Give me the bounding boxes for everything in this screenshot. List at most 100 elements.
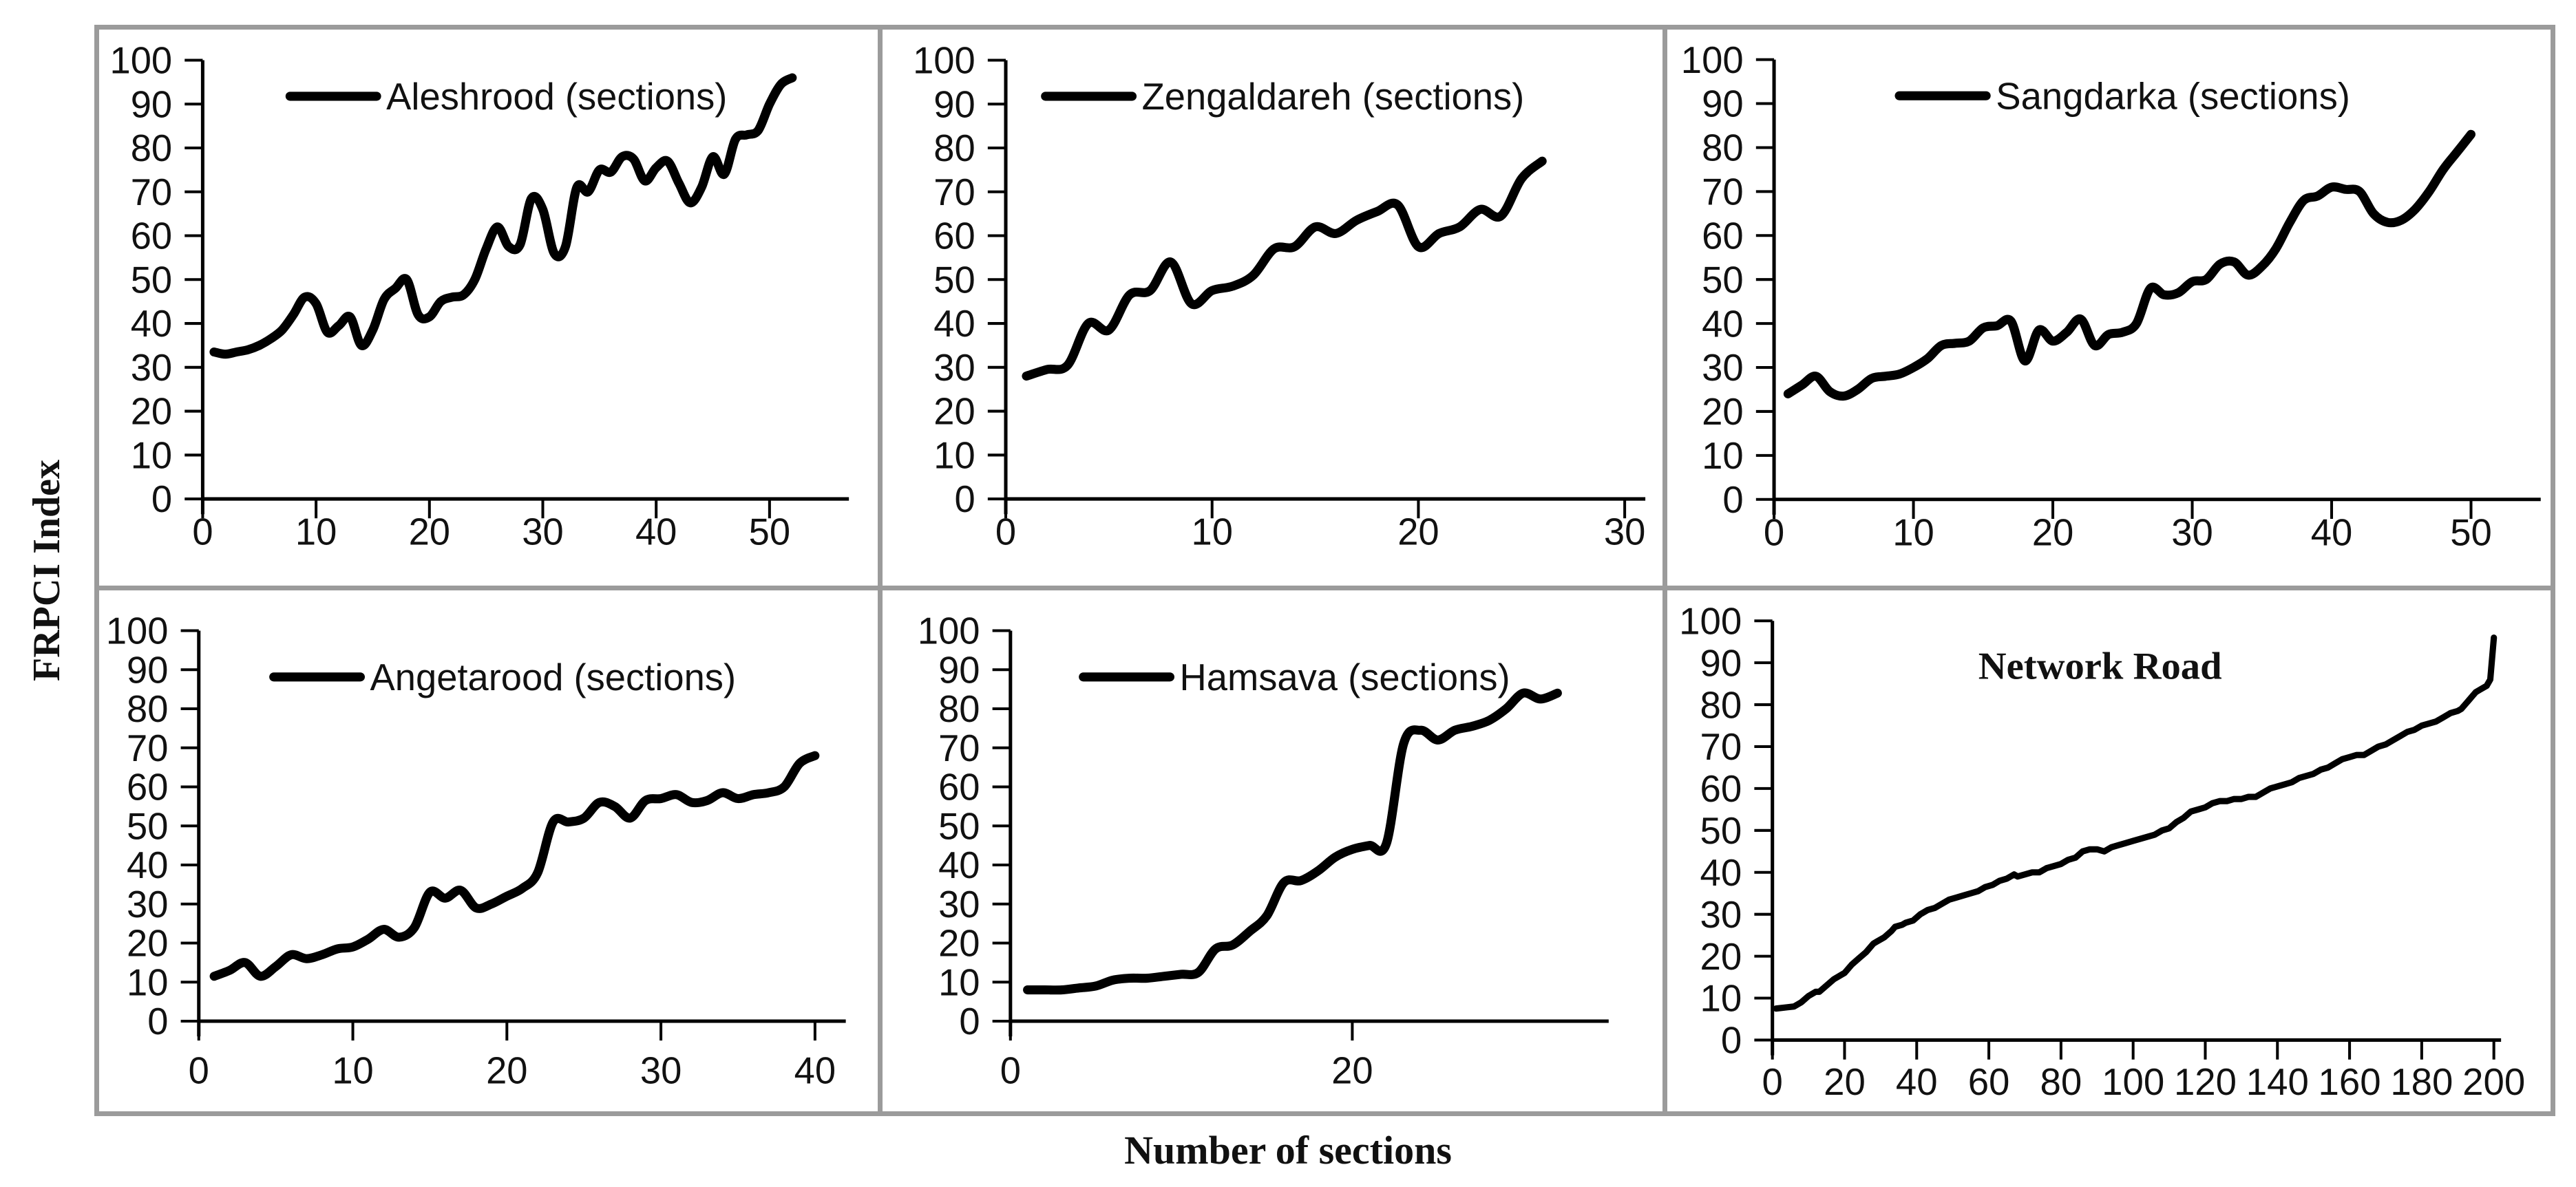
- svg-text:30: 30: [1700, 894, 1742, 936]
- panel-network-road: 0 10 20 30 40 50 60 70 80 90 100 0 20 40 60 80 100 120 140…: [1667, 590, 2551, 1111]
- svg-text:0: 0: [955, 478, 975, 520]
- svg-text:50: 50: [2450, 511, 2492, 553]
- svg-text:60: 60: [1700, 768, 1742, 810]
- svg-text:10: 10: [332, 1050, 373, 1092]
- svg-text:60: 60: [131, 215, 172, 257]
- svg-text:70: 70: [1700, 726, 1742, 768]
- panel-aleshrood: 0 10 20 30 40 50 60 70 80 90 100 0 10 20 30 40 50 Aleshro…: [99, 30, 883, 590]
- svg-text:0: 0: [959, 1001, 980, 1042]
- svg-text:200: 200: [2462, 1061, 2525, 1103]
- svg-text:20: 20: [1824, 1061, 1866, 1103]
- svg-text:10: 10: [1892, 511, 1934, 553]
- svg-text:30: 30: [1702, 347, 1744, 389]
- svg-text:20: 20: [486, 1050, 527, 1092]
- svg-text:10: 10: [1191, 511, 1232, 553]
- svg-text:20: 20: [938, 923, 980, 965]
- svg-text:0: 0: [189, 1050, 209, 1092]
- svg-text:0: 0: [995, 511, 1016, 553]
- y-axis-label-column: FRPCI Index: [0, 25, 94, 1116]
- svg-text:80: 80: [938, 688, 980, 730]
- svg-text:60: 60: [127, 767, 168, 809]
- panel-angetarood: 0 10 20 30 40 50 60 70 80 90 100 0 10 20 30 40 Angetaroo…: [99, 590, 883, 1111]
- svg-text:50: 50: [1700, 810, 1742, 852]
- svg-text:Aleshrood (sections): Aleshrood (sections): [386, 76, 727, 118]
- svg-text:20: 20: [1702, 391, 1744, 433]
- svg-text:50: 50: [1702, 259, 1744, 301]
- svg-text:80: 80: [2040, 1061, 2082, 1103]
- svg-text:70: 70: [127, 727, 168, 769]
- svg-text:100: 100: [918, 610, 980, 652]
- svg-text:Zengaldareh (sections): Zengaldareh (sections): [1142, 76, 1525, 118]
- panel-zengaldareh: 0 10 20 30 40 50 60 70 80 90 100 0 10 20 30 Zengaldareh…: [883, 30, 1667, 590]
- svg-text:Sangdarka (sections): Sangdarka (sections): [1996, 75, 2350, 117]
- svg-text:90: 90: [131, 83, 172, 125]
- svg-text:20: 20: [131, 391, 172, 433]
- svg-text:40: 40: [794, 1050, 836, 1092]
- svg-text:10: 10: [1700, 978, 1742, 1020]
- svg-text:50: 50: [749, 511, 790, 553]
- svg-text:60: 60: [938, 767, 980, 809]
- svg-text:40: 40: [2311, 511, 2353, 553]
- svg-text:40: 40: [635, 511, 677, 553]
- svg-text:0: 0: [1764, 511, 1784, 553]
- svg-text:80: 80: [127, 688, 168, 730]
- svg-text:20: 20: [409, 511, 450, 553]
- svg-text:40: 40: [1896, 1061, 1938, 1103]
- svg-text:10: 10: [938, 961, 980, 1003]
- svg-text:40: 40: [1702, 303, 1744, 345]
- svg-text:100: 100: [109, 40, 172, 82]
- panel-hamsava: 0 10 20 30 40 50 60 70 80 90 100 0 20 Hamsava (sectio…: [883, 590, 1667, 1111]
- svg-text:100: 100: [2102, 1061, 2164, 1103]
- svg-text:20: 20: [2032, 511, 2074, 553]
- svg-text:40: 40: [127, 844, 168, 886]
- svg-text:90: 90: [1702, 83, 1744, 125]
- svg-text:30: 30: [127, 884, 168, 926]
- svg-text:0: 0: [147, 1001, 168, 1042]
- svg-text:100: 100: [1681, 39, 1744, 81]
- svg-text:50: 50: [938, 805, 980, 847]
- svg-text:Network Road: Network Road: [1978, 645, 2222, 687]
- y-axis-label: FRPCI Index: [25, 459, 69, 682]
- svg-text:30: 30: [1604, 511, 1645, 553]
- svg-text:80: 80: [1702, 127, 1744, 169]
- svg-text:30: 30: [938, 884, 980, 926]
- svg-text:0: 0: [1000, 1050, 1021, 1092]
- svg-text:10: 10: [933, 434, 975, 476]
- svg-text:30: 30: [933, 347, 975, 389]
- svg-text:40: 40: [938, 844, 980, 886]
- svg-text:0: 0: [1762, 1061, 1782, 1103]
- svg-text:20: 20: [127, 923, 168, 965]
- svg-text:90: 90: [933, 83, 975, 125]
- svg-text:20: 20: [1700, 936, 1742, 978]
- panel-sangdarka: 0 10 20 30 40 50 60 70 80 90 100 0 10 20 30 40 50 Sangdar…: [1667, 30, 2551, 590]
- svg-text:10: 10: [127, 961, 168, 1003]
- svg-text:70: 70: [1702, 171, 1744, 213]
- svg-text:20: 20: [1331, 1050, 1373, 1092]
- svg-text:10: 10: [131, 434, 172, 476]
- svg-text:40: 40: [131, 303, 172, 345]
- svg-text:120: 120: [2174, 1061, 2237, 1103]
- svg-text:Angetarood (sections): Angetarood (sections): [370, 656, 737, 698]
- svg-text:50: 50: [127, 805, 168, 847]
- x-axis-label: Number of sections: [1124, 1128, 1452, 1173]
- svg-text:30: 30: [2171, 511, 2213, 553]
- svg-text:0: 0: [1721, 1020, 1742, 1062]
- svg-text:0: 0: [192, 511, 213, 553]
- svg-text:40: 40: [1700, 852, 1742, 894]
- svg-text:70: 70: [938, 727, 980, 769]
- svg-text:180: 180: [2390, 1061, 2453, 1103]
- svg-text:70: 70: [933, 171, 975, 213]
- svg-text:70: 70: [131, 171, 172, 213]
- svg-text:10: 10: [1702, 435, 1744, 477]
- svg-text:60: 60: [933, 215, 975, 257]
- svg-text:30: 30: [640, 1050, 682, 1092]
- svg-text:Hamsava (sections): Hamsava (sections): [1180, 656, 1510, 698]
- svg-text:90: 90: [1700, 642, 1742, 684]
- svg-text:0: 0: [151, 478, 172, 520]
